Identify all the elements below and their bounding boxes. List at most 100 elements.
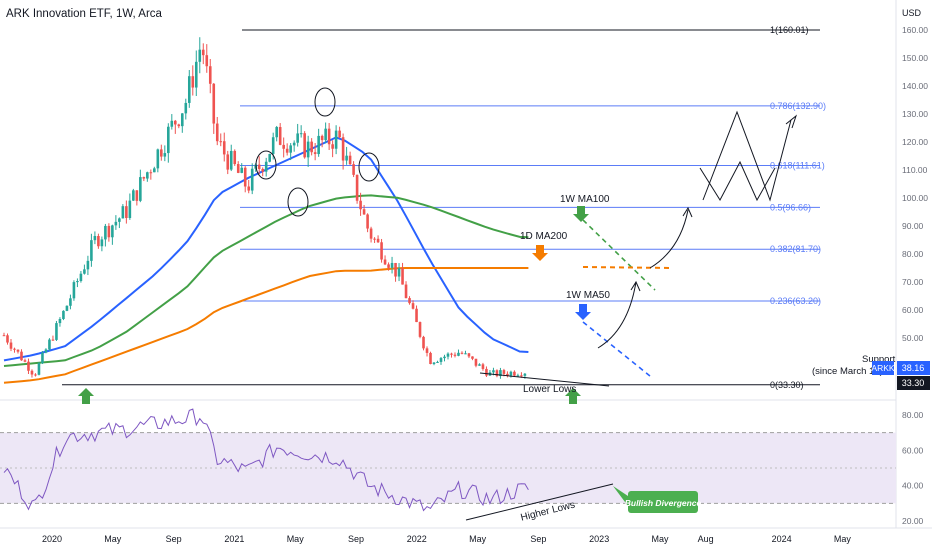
candle-body [418,322,422,337]
candle-body [348,155,352,165]
time-tick-label: 2023 [589,534,609,544]
candle-body [72,282,76,299]
ma50-label: 1W MA50 [566,290,610,301]
candle-body [425,348,429,353]
axes: 160.00 150.00 140.00 130.00 120.00 110.00 100.… [42,25,928,544]
projection-arrowhead-1 [630,280,641,292]
candle-body [146,172,149,179]
candle-body [432,362,436,365]
candle-body [215,123,219,142]
candle-body [93,236,97,241]
chart-title: ARK Innovation ETF, 1W, Arca [6,8,163,20]
candle-body [362,209,366,215]
candle-body [6,335,9,343]
divergence-pointer [613,486,628,506]
price-tick-label: 140.00 [902,81,928,91]
candle-body [404,284,408,299]
candle-body [453,354,457,356]
candle-body [324,128,327,141]
candle-body [460,352,464,354]
time-tick-label: May [834,534,852,544]
candle-body [320,135,324,141]
candle-body [222,141,226,155]
candle-body [310,141,313,153]
candle-body [23,360,27,362]
candle-body [366,214,369,229]
candle-body [289,145,292,153]
support-price-badge [897,376,930,390]
candle-body [474,358,478,366]
candle-body [41,352,44,364]
candle-body [317,135,320,155]
candle-body [125,206,128,218]
candle-body [180,113,184,127]
candle-body [132,190,135,201]
price-tick-label: 80.00 [902,249,924,259]
candle-body [334,130,338,149]
candle-body [506,373,509,376]
candle-body [467,353,471,357]
candle-body [160,149,163,157]
candle-body [299,133,303,135]
candle-body [278,127,282,145]
candle-body [264,161,268,172]
candle-body [174,120,177,125]
candle-body [359,200,362,210]
candle-body [30,370,34,375]
candle-body [331,144,334,149]
candle-body [184,102,188,114]
fib-label: 0.618(111.61) [770,160,825,170]
candle-body [257,164,261,169]
time-tick-label: Sep [166,534,182,544]
candle-body [226,154,230,170]
candle-body [62,310,65,320]
candle-body [163,153,167,157]
candle-body [201,49,205,56]
candle-body [436,361,439,363]
rsi-tick-label: 20.00 [902,516,924,526]
candle-body [478,364,481,366]
candle-body [187,76,191,103]
candle-body [282,144,285,149]
candle-body [229,150,233,170]
candle-body [76,281,79,283]
price-tick-label: 60.00 [902,305,924,315]
bullish-divergence-label: Bullish Divergence [625,498,702,508]
candle-body [177,124,181,127]
projection-curve-2 [649,209,689,269]
candle-body [121,206,125,219]
candle-body [355,174,359,201]
candle-body [153,168,156,173]
candle-body [205,55,209,67]
candle-body [520,375,523,377]
candle-body [55,323,58,340]
candle-body [198,49,202,62]
candle-body [236,164,240,173]
candle-body [135,190,139,201]
fib-levels: 1(160.01) 0.786(132.90) 0.618(111.61) 0.5(9… [62,25,826,390]
candle-body [58,319,62,324]
candle-body [341,137,345,161]
time-tick-label: 2021 [224,534,244,544]
candle-body [51,339,55,341]
candle-body [380,242,383,260]
ma100-label: 1W MA100 [560,194,610,205]
candle-body [387,264,390,268]
rsi-tick-label: 40.00 [902,481,924,491]
candle-body [191,76,195,88]
zigzag-upper [702,110,792,202]
candle-body [509,371,513,376]
candle-body [327,128,331,145]
lower-lows-line [479,372,610,387]
candle-body [271,137,275,154]
candle-body [139,177,142,201]
candle-body [156,149,160,169]
candle-body [502,370,506,374]
projection-curve-1 [597,281,637,349]
currency-label: USD [902,8,922,18]
rsi-tick-label: 80.00 [902,410,924,420]
price-tick-label: 70.00 [902,277,924,287]
candle-body [100,239,104,247]
ma200-projection [582,266,673,269]
